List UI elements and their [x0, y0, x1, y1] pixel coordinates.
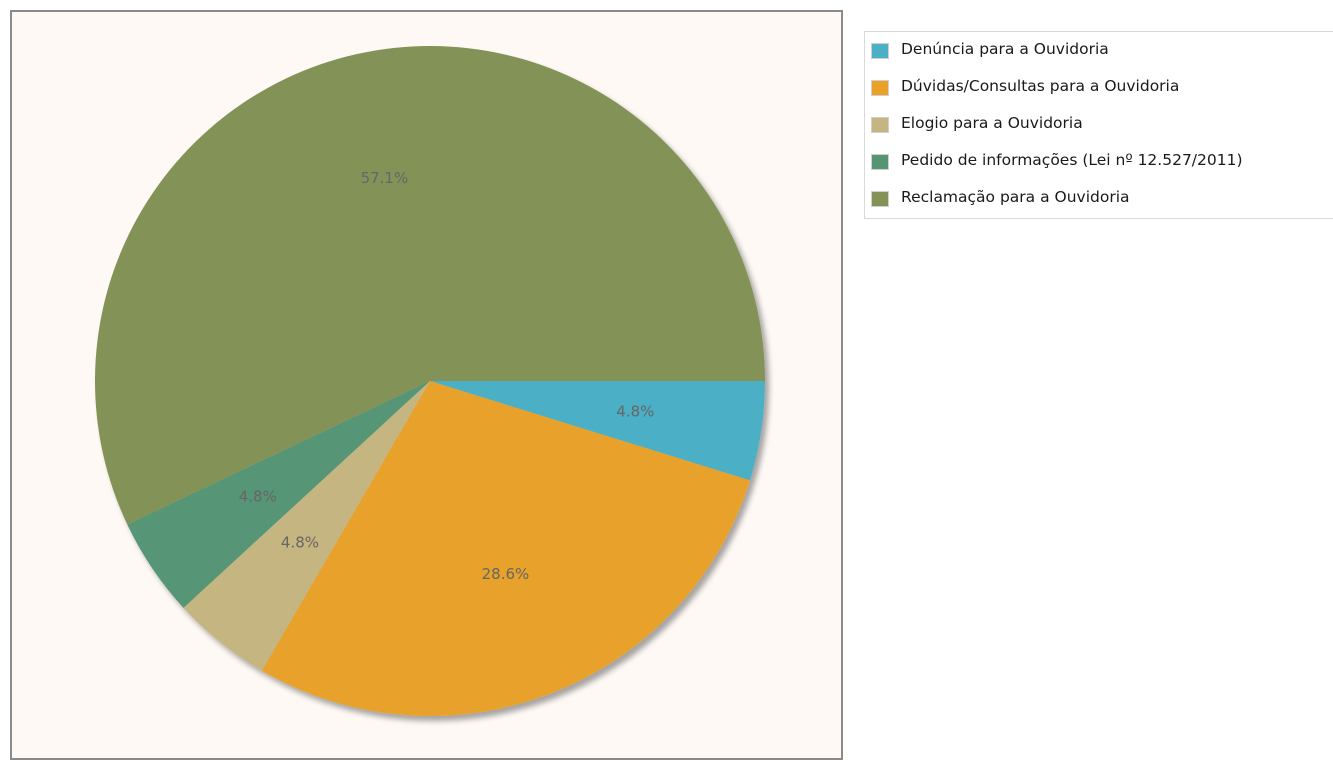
legend-swatch-elogio [871, 117, 889, 133]
legend-item-duvidas-consultas[interactable]: Dúvidas/Consultas para a Ouvidoria [865, 72, 1333, 109]
legend-swatch-duvidas-consultas [871, 80, 889, 96]
legend-swatch-pedido-informacoes [871, 154, 889, 170]
pie-label-pedido-de-informacoes-lei-n-12: 4.8% [239, 488, 277, 506]
legend-swatch-reclamacao [871, 191, 889, 207]
pie-label-denuncia-para-a-ouvidoria: 4.8% [616, 403, 654, 421]
pie-slice-reclamacao-para-a-ouvidoria[interactable] [95, 46, 766, 525]
legend-item-elogio[interactable]: Elogio para a Ouvidoria [865, 109, 1333, 146]
legend-label-reclamacao: Reclamação para a Ouvidoria [901, 188, 1130, 206]
legend-item-pedido-informacoes[interactable]: Pedido de informações (Lei nº 12.527/201… [865, 146, 1333, 183]
legend-label-denuncia: Denúncia para a Ouvidoria [901, 40, 1109, 58]
legend-label-duvidas-consultas: Dúvidas/Consultas para a Ouvidoria [901, 77, 1180, 95]
legend-label-pedido-informacoes: Pedido de informações (Lei nº 12.527/201… [901, 151, 1243, 169]
pie-chart-panel: 4.8% 28.6% 4.8% 4.8% 57.1% [10, 10, 843, 760]
legend: Denúncia para a Ouvidoria Dúvidas/Consul… [864, 31, 1333, 219]
pie-slice-pedido-de-informacoes-lei-n-12[interactable] [127, 381, 430, 608]
legend-item-denuncia[interactable]: Denúncia para a Ouvidoria [865, 35, 1333, 72]
pie-slice-duvidas-consultas-para-a-ouvid[interactable] [261, 381, 750, 716]
pie-slice-denuncia-para-a-ouvidoria[interactable] [430, 381, 765, 481]
pie-label-reclamacao-para-a-ouvidoria: 57.1% [361, 169, 409, 187]
pie-slice-elogio-para-a-ouvidoria[interactable] [183, 381, 430, 671]
legend-swatch-denuncia [871, 43, 889, 59]
pie-label-elogio-para-a-ouvidoria: 4.8% [281, 533, 319, 551]
pie-label-duvidas-consultas-para-a-ouvid: 28.6% [482, 565, 530, 583]
pie-chart: 4.8% 28.6% 4.8% 4.8% 57.1% [95, 46, 766, 716]
legend-item-reclamacao[interactable]: Reclamação para a Ouvidoria [865, 183, 1333, 220]
legend-label-elogio: Elogio para a Ouvidoria [901, 114, 1083, 132]
pie-slices [95, 46, 766, 716]
pie-slice-labels: 4.8% 28.6% 4.8% 4.8% 57.1% [239, 169, 655, 583]
